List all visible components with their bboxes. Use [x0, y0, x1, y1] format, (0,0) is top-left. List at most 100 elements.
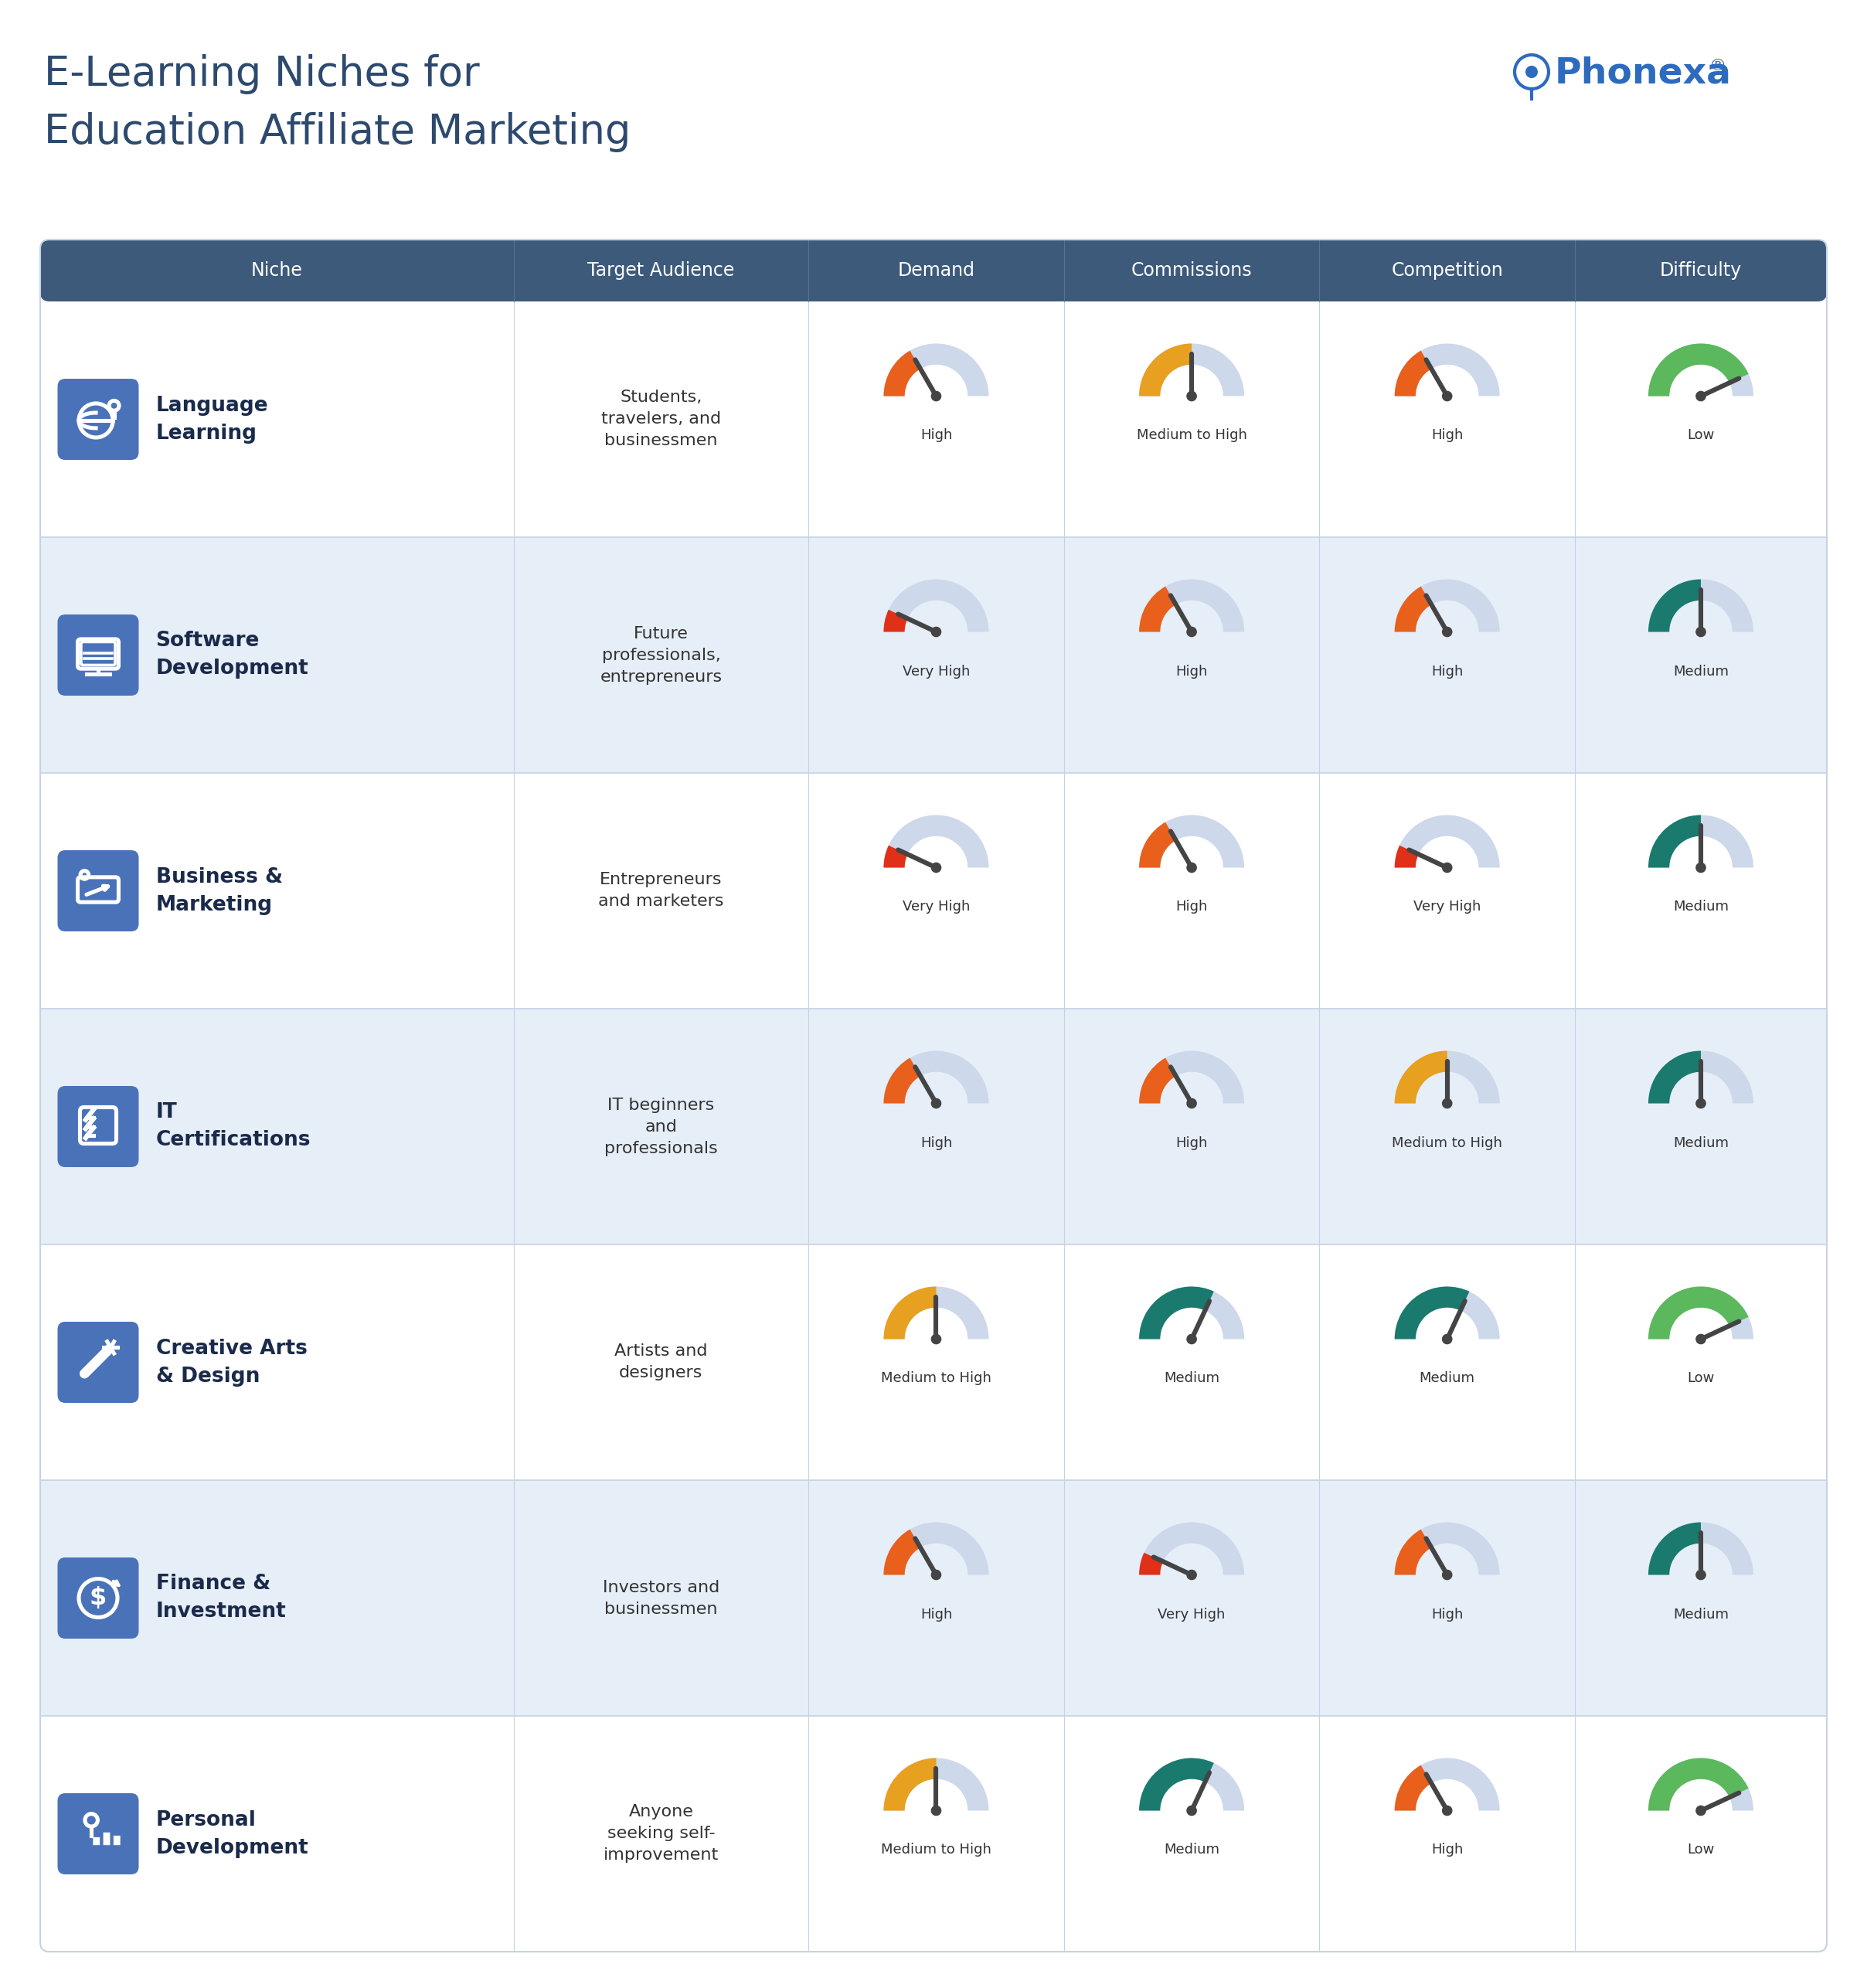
Wedge shape — [1649, 344, 1753, 396]
Text: High: High — [1432, 1608, 1464, 1622]
Circle shape — [1443, 626, 1453, 636]
Text: High: High — [920, 1608, 952, 1622]
Text: Commissions: Commissions — [1131, 260, 1253, 280]
FancyBboxPatch shape — [58, 1322, 138, 1404]
Text: Medium: Medium — [1673, 664, 1729, 678]
Wedge shape — [1139, 1553, 1163, 1574]
Text: Medium to High: Medium to High — [881, 1372, 991, 1386]
Text: Students,
travelers, and
businessmen: Students, travelers, and businessmen — [601, 390, 721, 449]
Text: Investors and
businessmen: Investors and businessmen — [603, 1580, 719, 1616]
Wedge shape — [883, 1286, 990, 1340]
Wedge shape — [883, 1757, 935, 1811]
Text: High: High — [1432, 664, 1464, 678]
Text: Finance &
Investment: Finance & Investment — [155, 1574, 286, 1622]
FancyBboxPatch shape — [58, 1085, 138, 1167]
Circle shape — [1443, 1805, 1453, 1815]
Text: High: High — [1176, 901, 1208, 914]
Wedge shape — [883, 1286, 935, 1340]
Wedge shape — [1649, 1286, 1753, 1340]
Circle shape — [1187, 626, 1197, 636]
Wedge shape — [1395, 1529, 1432, 1574]
Text: Very High: Very High — [902, 664, 971, 678]
Wedge shape — [883, 344, 990, 396]
Wedge shape — [1649, 1523, 1701, 1574]
Circle shape — [1695, 626, 1706, 636]
Circle shape — [932, 626, 941, 636]
FancyBboxPatch shape — [41, 302, 1826, 537]
Wedge shape — [1395, 1286, 1469, 1340]
Wedge shape — [1649, 1757, 1753, 1811]
Text: Future
professionals,
entrepreneurs: Future professionals, entrepreneurs — [599, 626, 723, 684]
Wedge shape — [1395, 1286, 1499, 1340]
Wedge shape — [1139, 1757, 1214, 1811]
Wedge shape — [883, 1058, 920, 1103]
Wedge shape — [1395, 1757, 1499, 1811]
Wedge shape — [883, 1529, 920, 1574]
Circle shape — [1187, 1334, 1197, 1344]
Text: Difficulty: Difficulty — [1660, 260, 1742, 280]
Text: High: High — [1176, 664, 1208, 678]
Text: Medium: Medium — [1673, 1608, 1729, 1622]
FancyBboxPatch shape — [41, 1008, 1826, 1244]
Wedge shape — [1649, 1286, 1749, 1340]
Text: Niche: Niche — [250, 260, 302, 280]
Circle shape — [932, 392, 941, 402]
Wedge shape — [1395, 1523, 1499, 1574]
Circle shape — [932, 1571, 941, 1580]
Text: High: High — [1432, 429, 1464, 443]
Wedge shape — [1139, 579, 1243, 632]
Circle shape — [1187, 863, 1197, 873]
Circle shape — [1443, 863, 1453, 873]
FancyBboxPatch shape — [58, 851, 138, 932]
Text: Medium to High: Medium to High — [1393, 1135, 1503, 1149]
Wedge shape — [1139, 344, 1243, 396]
Wedge shape — [1139, 344, 1191, 396]
Circle shape — [1443, 392, 1453, 402]
Text: Creative Arts
& Design: Creative Arts & Design — [155, 1338, 306, 1386]
Text: Medium: Medium — [1419, 1372, 1475, 1386]
Text: High: High — [920, 429, 952, 443]
Wedge shape — [1649, 1052, 1753, 1103]
Circle shape — [1187, 1099, 1197, 1107]
FancyBboxPatch shape — [41, 1481, 1826, 1716]
Wedge shape — [883, 1757, 990, 1811]
Text: Demand: Demand — [898, 260, 975, 280]
Text: Language
Learning: Language Learning — [155, 396, 269, 443]
Wedge shape — [1395, 579, 1499, 632]
Text: Business &
Marketing: Business & Marketing — [155, 867, 282, 914]
Wedge shape — [1139, 823, 1176, 867]
Wedge shape — [1649, 579, 1701, 632]
Circle shape — [1695, 1334, 1706, 1344]
Text: Personal
Development: Personal Development — [155, 1809, 308, 1857]
Wedge shape — [1139, 1286, 1243, 1340]
Text: Medium: Medium — [1673, 901, 1729, 914]
Wedge shape — [1649, 815, 1753, 867]
Wedge shape — [1395, 1052, 1447, 1103]
Text: Entrepreneurs
and marketers: Entrepreneurs and marketers — [597, 873, 724, 909]
Wedge shape — [883, 815, 990, 867]
Circle shape — [1525, 66, 1538, 78]
FancyBboxPatch shape — [58, 380, 138, 459]
Wedge shape — [1139, 586, 1176, 632]
Text: Artists and
designers: Artists and designers — [614, 1344, 708, 1382]
Wedge shape — [1139, 1058, 1176, 1103]
Text: High: High — [1176, 1135, 1208, 1149]
Wedge shape — [1139, 815, 1243, 867]
FancyBboxPatch shape — [41, 241, 1826, 302]
Text: Education Affiliate Marketing: Education Affiliate Marketing — [45, 111, 631, 153]
Wedge shape — [1395, 1052, 1499, 1103]
Wedge shape — [1395, 815, 1499, 867]
Wedge shape — [1395, 845, 1419, 867]
Circle shape — [1443, 1571, 1453, 1580]
Wedge shape — [883, 1523, 990, 1574]
Circle shape — [1695, 863, 1706, 873]
Circle shape — [1443, 1334, 1453, 1344]
Wedge shape — [1139, 1523, 1243, 1574]
Wedge shape — [1139, 1052, 1243, 1103]
Text: Medium: Medium — [1673, 1135, 1729, 1149]
Text: Anyone
seeking self-
improvement: Anyone seeking self- improvement — [603, 1805, 719, 1863]
FancyBboxPatch shape — [114, 1835, 119, 1845]
Wedge shape — [1649, 579, 1753, 632]
Text: $: $ — [90, 1586, 106, 1610]
Circle shape — [1695, 1805, 1706, 1815]
